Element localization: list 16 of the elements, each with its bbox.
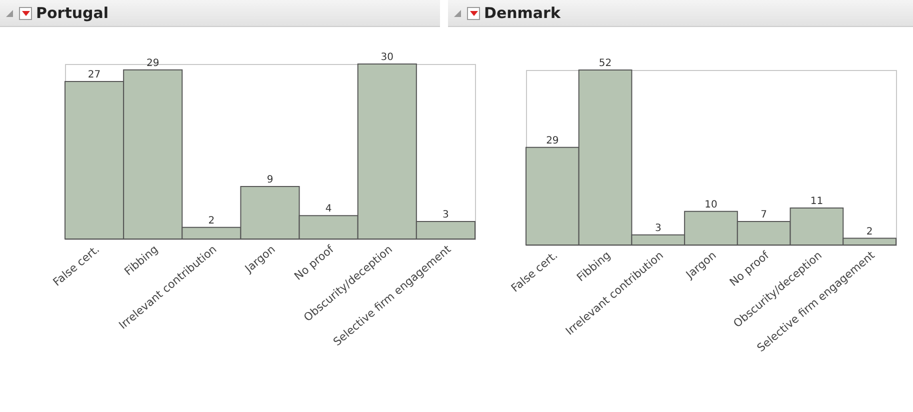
data-label: 2 xyxy=(208,215,215,226)
data-label: 3 xyxy=(442,210,449,220)
data-label: 29 xyxy=(546,135,559,146)
data-label: 29 xyxy=(146,58,160,69)
data-label: 2 xyxy=(866,226,873,238)
data-label: 30 xyxy=(380,52,394,63)
data-label: 27 xyxy=(88,70,101,80)
data-label: 9 xyxy=(266,174,274,186)
data-label: 7 xyxy=(760,209,768,220)
data-label: 52 xyxy=(598,58,612,69)
data-label: 4 xyxy=(325,204,332,215)
chart-title: Denmark xyxy=(484,4,560,22)
data-label: 3 xyxy=(654,222,662,234)
data-label: 10 xyxy=(704,199,718,210)
data-label: 11 xyxy=(810,196,824,207)
chart-title: Portugal xyxy=(36,4,109,22)
